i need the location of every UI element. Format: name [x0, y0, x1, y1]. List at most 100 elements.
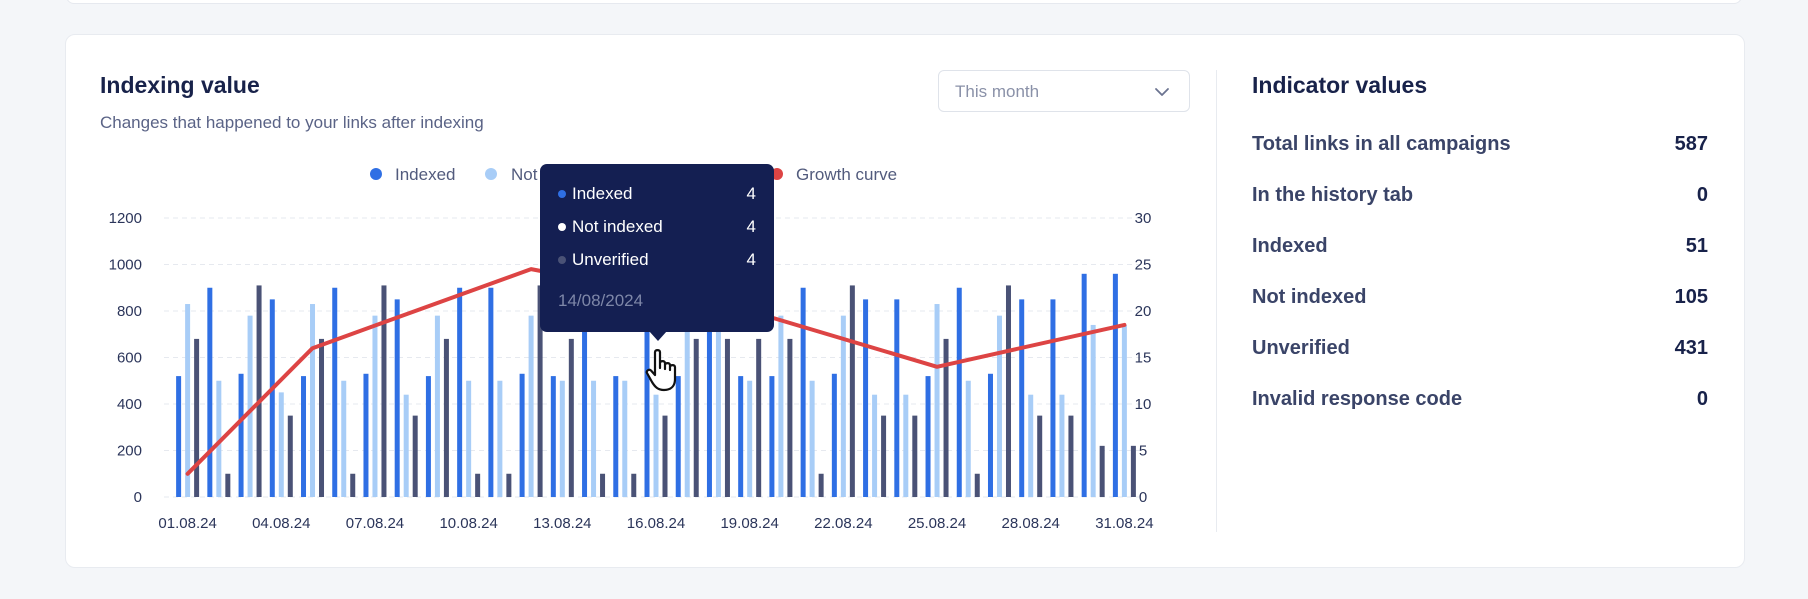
y-left-tick-label: 200	[117, 443, 142, 460]
tooltip-value: 4	[746, 217, 756, 236]
y-right-tick-label: 25	[1135, 257, 1152, 274]
bar-indexed	[269, 299, 275, 497]
y-left-tick-label: 1200	[109, 210, 142, 227]
x-tick-label: 31.08.24	[1095, 515, 1153, 532]
bar-indexed	[207, 287, 213, 497]
bar-indexed	[706, 287, 712, 497]
bar-unverified	[600, 473, 606, 497]
indicator-value: 51	[1685, 235, 1708, 257]
x-tick-label: 07.08.24	[346, 515, 404, 532]
bar-indexed	[457, 287, 463, 497]
bar-unverified	[412, 415, 418, 497]
tooltip-date: 14/08/2024	[558, 291, 644, 310]
tooltip-row-indexed: Indexed 4	[558, 184, 756, 206]
bar-indexed	[582, 287, 588, 497]
bar-unverified	[849, 285, 855, 497]
y-right-tick-label: 30	[1135, 210, 1152, 227]
bar-not-indexed	[403, 394, 409, 497]
indicator-row: Indexed 51	[1252, 235, 1708, 261]
indicator-label: Indexed	[1252, 235, 1328, 257]
bar-not-indexed	[1090, 324, 1096, 497]
bar-unverified	[912, 415, 918, 497]
bar-not-indexed	[934, 304, 940, 497]
y-left-tick-label: 800	[117, 303, 142, 320]
x-tick-label: 04.08.24	[252, 515, 310, 532]
hand-pointer-icon	[645, 349, 677, 392]
bar-unverified	[256, 285, 262, 497]
x-tick-label: 13.08.24	[533, 515, 591, 532]
chart-subtitle: Changes that happened to your links afte…	[100, 113, 484, 132]
bar-not-indexed	[372, 315, 378, 497]
x-tick-label: 28.08.24	[1002, 515, 1060, 532]
bar-indexed	[863, 299, 869, 497]
y-left-tick-label: 400	[117, 396, 142, 413]
bar-not-indexed	[1121, 324, 1127, 497]
bar-unverified	[506, 473, 512, 497]
bar-indexed	[1050, 299, 1056, 497]
tooltip-value: 4	[746, 250, 756, 269]
bar-indexed	[644, 287, 650, 497]
bar-unverified	[350, 473, 356, 497]
chart-tooltip: Indexed 4 Not indexed 4 Unverified 4 14/…	[540, 164, 774, 332]
indicator-label: Unverified	[1252, 337, 1350, 359]
y-left-tick-label: 0	[134, 489, 142, 506]
bar-not-indexed	[840, 315, 846, 497]
x-tick-label: 25.08.24	[908, 515, 966, 532]
chart-title: Indexing value	[100, 72, 260, 98]
tooltip-value: 4	[746, 184, 756, 203]
indicator-label: Invalid response code	[1252, 388, 1463, 410]
bar-not-indexed	[466, 380, 472, 497]
y-right-tick-label: 20	[1135, 303, 1152, 320]
bar-indexed	[488, 287, 494, 497]
bar-unverified	[1099, 445, 1105, 497]
y-left-tick-label: 1000	[109, 257, 142, 274]
chevron-down-icon	[1155, 88, 1169, 96]
indicator-row: In the history tab 0	[1252, 184, 1708, 210]
x-tick-label: 16.08.24	[627, 515, 685, 532]
period-select-value: This month	[955, 82, 1040, 101]
bar-not-indexed	[1059, 394, 1065, 497]
bar-unverified	[818, 473, 824, 497]
indicator-row: Not indexed 105	[1252, 286, 1708, 312]
y-left-tick-label: 600	[117, 350, 142, 367]
bar-not-indexed	[872, 394, 878, 497]
period-select[interactable]: This month	[938, 70, 1190, 112]
legend-not-indexed-dot	[485, 168, 497, 180]
bar-unverified	[974, 473, 980, 497]
tooltip-label: Indexed	[572, 184, 633, 203]
bar-indexed	[394, 299, 400, 497]
bar-not-indexed	[684, 315, 690, 497]
bar-indexed	[301, 376, 307, 497]
indicator-label: In the history tab	[1252, 184, 1414, 206]
bar-not-indexed	[778, 315, 784, 497]
bar-indexed	[1112, 273, 1118, 497]
bar-indexed	[769, 376, 775, 497]
bar-unverified	[881, 415, 887, 497]
bar-not-indexed	[185, 304, 191, 497]
legend-growth-dot	[771, 168, 783, 180]
bar-not-indexed	[809, 380, 815, 497]
indicator-value: 0	[1696, 184, 1708, 206]
bar-not-indexed	[341, 380, 347, 497]
bar-indexed	[831, 373, 837, 497]
bar-unverified	[1037, 415, 1043, 497]
bar-not-indexed	[1028, 394, 1034, 497]
bar-not-indexed	[965, 380, 971, 497]
x-tick-label: 01.08.24	[158, 515, 216, 532]
bar-unverified	[756, 338, 762, 497]
indicator-value: 431	[1674, 337, 1708, 359]
legend-indexed-dot	[370, 168, 382, 180]
indicator-value: 105	[1674, 286, 1708, 308]
bar-indexed	[550, 376, 556, 497]
bars	[176, 273, 1136, 497]
bar-unverified	[568, 338, 574, 497]
bar-not-indexed	[715, 304, 721, 497]
y-axis-right: 0 5 10 15 20 25 30	[1135, 210, 1152, 506]
x-tick-label: 22.08.24	[814, 515, 872, 532]
legend-indexed-label: Indexed	[395, 165, 456, 184]
indicator-row: Invalid response code 0	[1252, 388, 1708, 414]
y-right-tick-label: 15	[1135, 350, 1152, 367]
x-tick-label: 19.08.24	[720, 515, 778, 532]
bar-not-indexed	[216, 380, 222, 497]
bar-indexed	[738, 376, 744, 497]
